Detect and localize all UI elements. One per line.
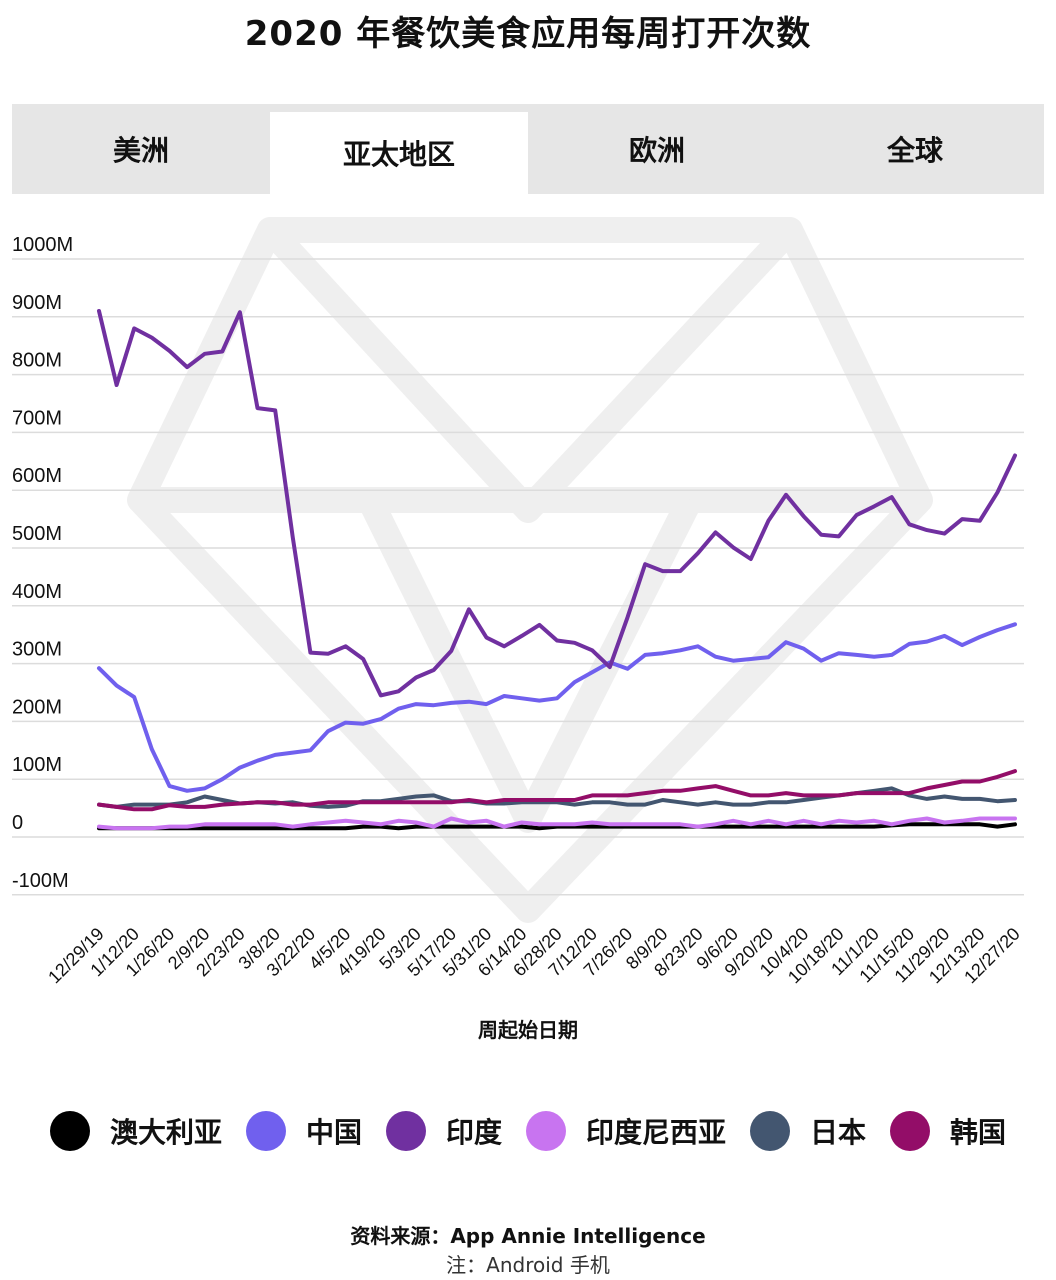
legend-label: 印度 (445, 1116, 502, 1149)
grid (12, 258, 1024, 896)
y-tick-label: 500M (12, 523, 62, 545)
y-tick-label: 700M (12, 407, 62, 429)
footnote: 注：Android 手机 (446, 1253, 610, 1277)
source-note: 资料来源：App Annie Intelligence (350, 1224, 706, 1248)
legend-swatch (385, 1111, 426, 1151)
legend-label: 中国 (305, 1116, 362, 1149)
legend-swatch (526, 1111, 566, 1151)
legend-label: 印度尼西亚 (586, 1116, 727, 1149)
legend-label: 日本 (810, 1116, 867, 1149)
tab-europe[interactable]: 欧洲 (528, 104, 786, 194)
y-tick-label: 200M (12, 696, 62, 718)
x-axis: 12/29/191/12/201/26/202/9/202/23/203/8/2… (44, 924, 1024, 988)
tab-global[interactable]: 全球 (786, 104, 1044, 194)
tab-label: 美洲 (112, 134, 169, 167)
y-tick-label: 0 (12, 812, 23, 834)
tab-americas[interactable]: 美洲 (12, 104, 270, 194)
y-tick-label: 100M (12, 754, 62, 776)
y-tick-label: 900M (12, 292, 62, 314)
y-tick-label: 400M (12, 581, 62, 603)
series-line (97, 816, 1017, 831)
tab-label: 亚太地区 (342, 138, 455, 171)
legend-item[interactable]: 印度 (385, 1111, 502, 1151)
line-chart: -100M 0 100M 200M 300M 400M 500M 600M 700M 800M 90… (12, 217, 1024, 988)
x-axis-title: 周起始日期 (478, 1018, 578, 1042)
series-line (97, 769, 1017, 812)
legend-item[interactable]: 韩国 (890, 1111, 1006, 1151)
legend: 澳大利亚 中国 印度 印度尼西亚 日本 韩国 (0, 1108, 1056, 1154)
y-tick-label: 1000M (12, 234, 73, 256)
tab-label: 欧洲 (628, 134, 685, 167)
tab-label: 全球 (886, 134, 943, 167)
legend-item[interactable]: 印度尼西亚 (526, 1111, 726, 1151)
series-line (97, 622, 1017, 793)
legend-item[interactable]: 澳大利亚 (49, 1111, 222, 1151)
diamond-watermark (127, 217, 933, 923)
chart-title: 2020 年餐饮美食应用每周打开次数 (244, 14, 812, 54)
y-tick-label: 800M (12, 350, 62, 372)
legend-swatch (49, 1111, 90, 1151)
y-tick-label: 300M (12, 639, 62, 661)
legend-swatch (750, 1111, 791, 1151)
series-line (97, 822, 1017, 831)
tab-asia-pacific[interactable]: 亚太地区 (270, 112, 528, 194)
series-group (97, 309, 1017, 831)
legend-item[interactable]: 中国 (245, 1111, 362, 1151)
series-line (97, 309, 1017, 698)
y-tick-label: 600M (12, 465, 62, 487)
region-tab-bar: 美洲 亚太地区 欧洲 全球 (12, 104, 1044, 194)
legend-label: 韩国 (950, 1116, 1007, 1149)
y-axis: -100M 0 100M 200M 300M 400M 500M 600M 700M 800M 90… (12, 234, 73, 892)
y-tick-label: -100M (12, 870, 69, 892)
legend-label: 澳大利亚 (109, 1116, 222, 1149)
legend-swatch (890, 1111, 931, 1151)
legend-item[interactable]: 日本 (750, 1111, 866, 1151)
legend-swatch (245, 1111, 286, 1151)
